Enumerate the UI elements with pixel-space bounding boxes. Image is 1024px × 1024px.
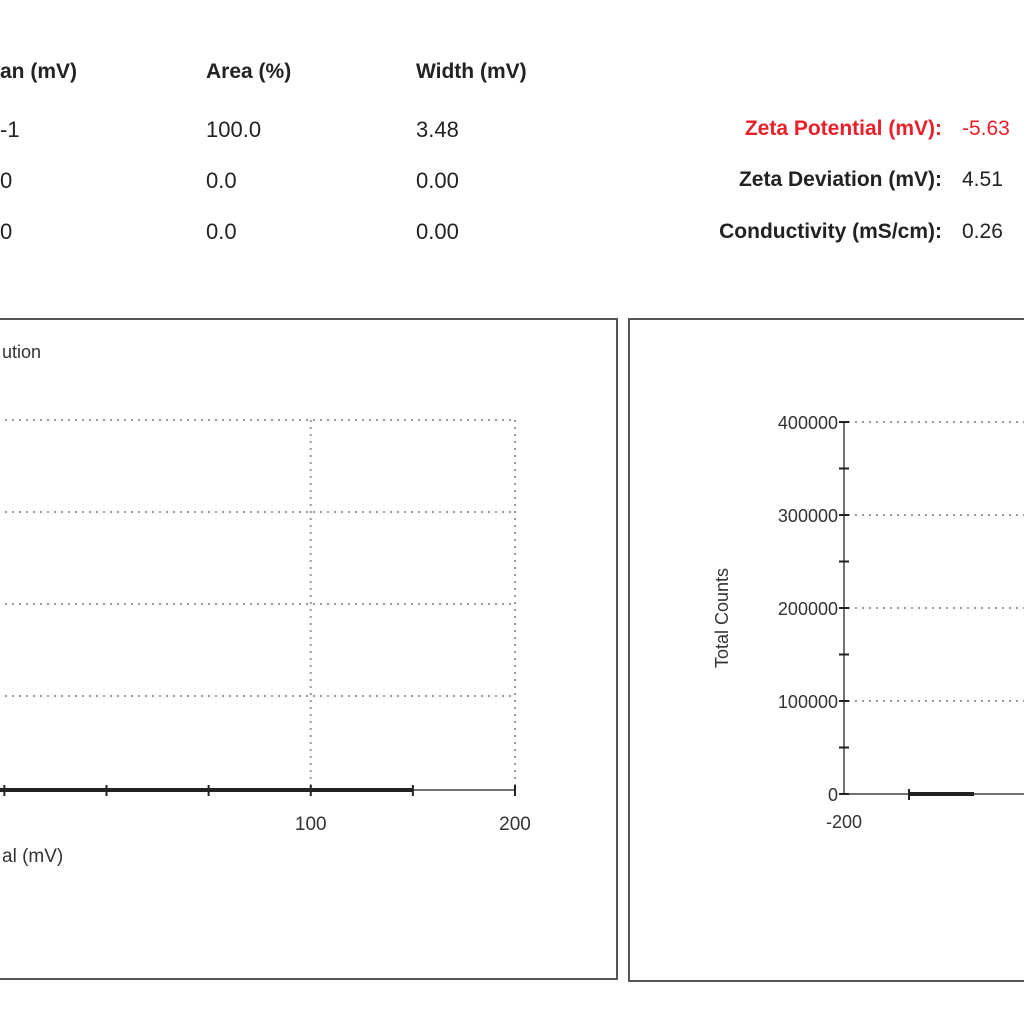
zeta-potential-label: Zeta Potential (mV): — [744, 117, 942, 140]
y-tick-label: 0 — [828, 785, 838, 805]
col-header-area: Area (%) — [206, 60, 292, 83]
table-cell: 3.48 — [416, 117, 459, 142]
col-header-width: Width (mV) — [416, 60, 527, 83]
x-tick-label: 200 — [499, 814, 531, 835]
col-header-mean: an (mV) — [0, 60, 78, 83]
y-tick-label: 400000 — [778, 413, 838, 433]
x-tick-label: -200 — [826, 812, 862, 832]
table-cell: 0 — [0, 168, 13, 193]
total-counts-chart: 0 100000 200000 300000 400000 -200 — [778, 413, 1024, 832]
table-cell: 0.0 — [206, 168, 237, 193]
conductivity-label: Conductivity (mS/cm): — [719, 220, 942, 243]
zeta-deviation-label: Zeta Deviation (mV): — [738, 168, 942, 191]
x-tick-label: 100 — [295, 814, 327, 835]
x-axis-label: al (mV) — [2, 846, 64, 867]
y-tick-label: 300000 — [778, 506, 838, 526]
phase-plot-panel: 0 100000 200000 300000 400000 -200 Total Coun… — [628, 318, 1024, 982]
table-cell: 0 — [0, 219, 13, 244]
table-cell: -1 — [0, 117, 20, 142]
table-cell: 0.00 — [416, 219, 459, 244]
zeta-distribution-panel: ution 100 200 al (mV) — [0, 318, 618, 980]
table-cell: 0.00 — [416, 168, 459, 193]
zeta-potential-value: -5.63 — [962, 117, 1010, 140]
table-cell: 0.0 — [206, 219, 237, 244]
y-axis-label: Total Counts — [712, 567, 732, 668]
conductivity-value: 0.26 — [962, 220, 1003, 243]
chart-title: ution — [2, 342, 42, 362]
zeta-distribution-chart: 100 200 — [0, 419, 531, 835]
y-tick-label: 100000 — [778, 692, 838, 712]
table-cell: 100.0 — [206, 117, 262, 142]
y-tick-label: 200000 — [778, 599, 838, 619]
zeta-deviation-value: 4.51 — [962, 168, 1003, 191]
